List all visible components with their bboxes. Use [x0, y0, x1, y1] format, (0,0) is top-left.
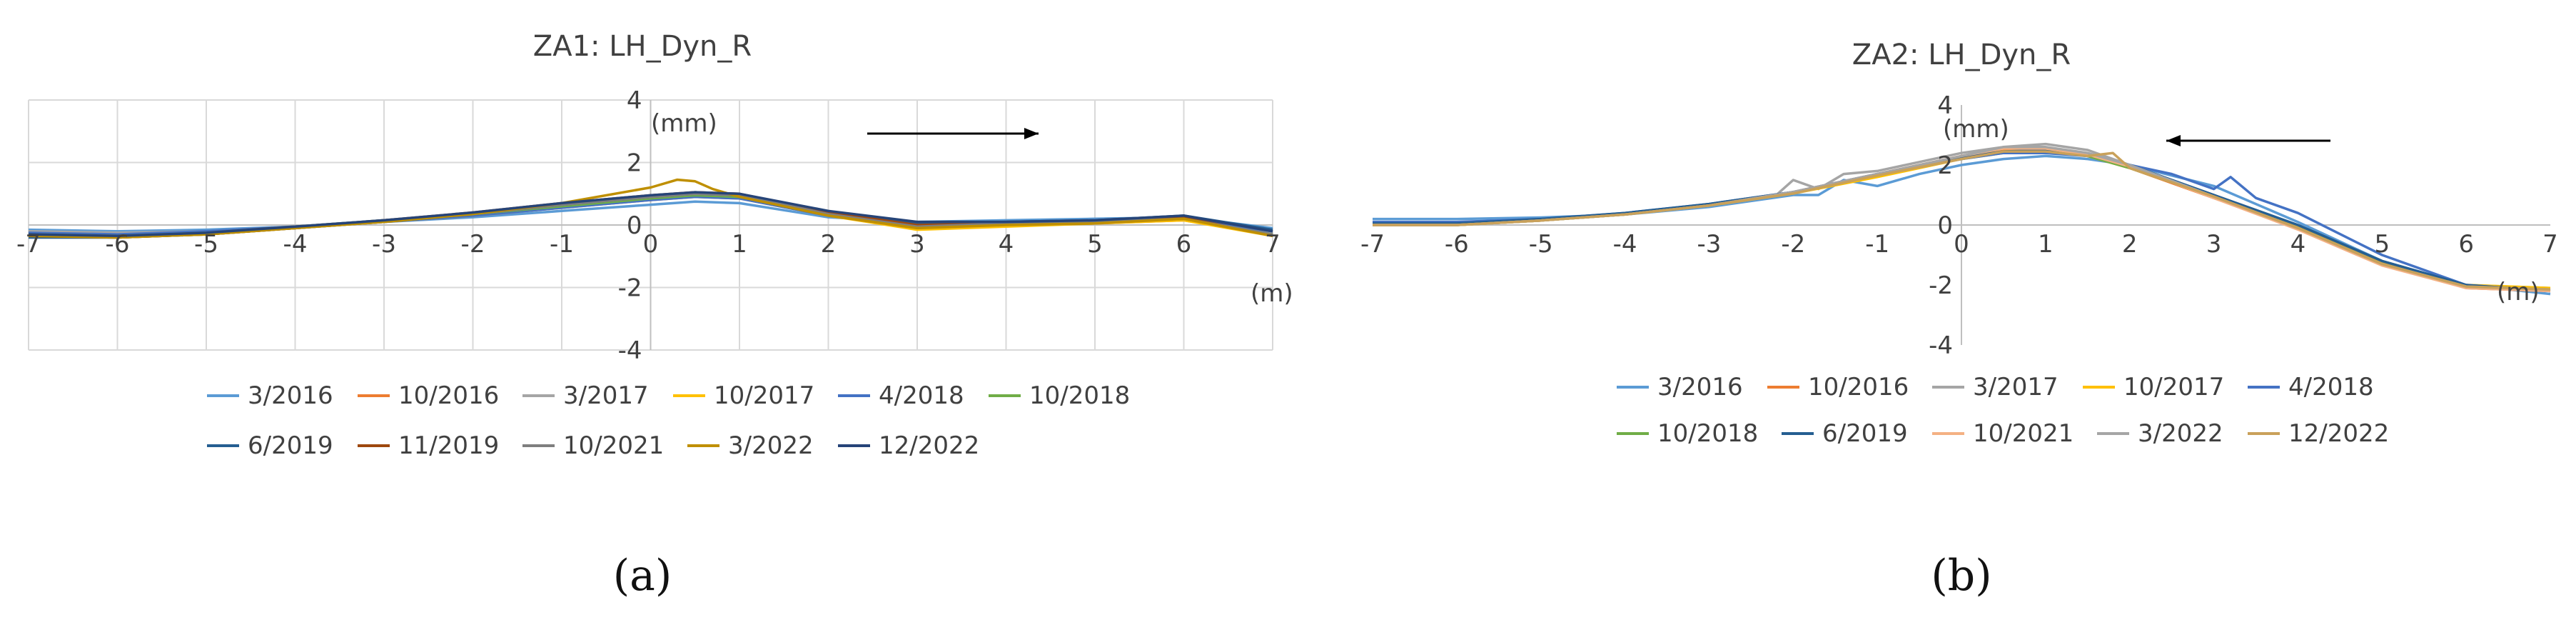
- y-tick-label: -2: [618, 274, 642, 303]
- x-tick-label: 5: [2374, 230, 2390, 259]
- x-tick-label: -2: [1781, 230, 1805, 259]
- legend-label: 3/2016: [248, 381, 333, 410]
- legend-label: 12/2022: [879, 431, 979, 460]
- x-tick-label: -6: [106, 230, 130, 259]
- y-axis-unit: (mm): [1943, 115, 2009, 144]
- legend-label: 11/2019: [398, 431, 499, 460]
- direction-arrow-head: [1024, 128, 1039, 139]
- y-tick-label: -2: [1929, 271, 1953, 300]
- series-line-12-2022: [28, 191, 1273, 238]
- x-tick-label: -3: [372, 230, 396, 259]
- x-axis-unit: (m): [1251, 279, 1293, 308]
- x-tick-label: 2: [821, 230, 837, 259]
- x-tick-label: -3: [1697, 230, 1721, 259]
- x-tick-label: -1: [550, 230, 574, 259]
- chart-panel-1: ZA1: LH_Dyn_R-7 -6 -5 -4 -3 -2 -1 0 1 2 3 4 5 6 7420-2…: [16, 30, 1293, 601]
- x-tick-label: 3: [2206, 230, 2222, 259]
- x-tick-label: 6: [2458, 230, 2474, 259]
- x-tick-label: 0: [643, 230, 659, 259]
- x-tick-label: -5: [194, 230, 218, 259]
- legend-label: 6/2019: [248, 431, 333, 460]
- x-axis-unit: (m): [2497, 278, 2540, 306]
- legend-label: 12/2022: [2288, 419, 2389, 448]
- legend-label: 3/2016: [1657, 373, 1743, 401]
- legend-label: 10/2021: [1973, 419, 2074, 448]
- series-line-3-2022: [28, 178, 1273, 239]
- y-tick-label: 2: [627, 149, 642, 178]
- legend-label: 10/2018: [1029, 381, 1130, 410]
- x-tick-label: -6: [1445, 230, 1469, 259]
- legend-label: 10/2018: [1657, 419, 1758, 448]
- legend-label: 3/2017: [1973, 373, 2059, 401]
- legend-label: 10/2016: [1808, 373, 1909, 401]
- chart-panel-2: ZA2: LH_Dyn_R-7 -6 -5 -4 -3 -2 -1 0 1 2 3 4 5 6 7420-2…: [1360, 39, 2558, 601]
- x-tick-label: -7: [1360, 230, 1385, 259]
- x-tick-label: 1: [732, 230, 747, 259]
- x-tick-label: 7: [2542, 230, 2558, 259]
- y-tick-label: 4: [1937, 91, 1953, 120]
- x-tick-label: 5: [1087, 230, 1103, 259]
- y-tick-label: -4: [618, 336, 642, 365]
- y-tick-label: 2: [1937, 151, 1953, 180]
- legend-label: 10/2017: [714, 381, 814, 410]
- direction-arrow-head: [2166, 135, 2181, 146]
- legend-label: 6/2019: [1822, 419, 1908, 448]
- x-tick-label: -5: [1529, 230, 1553, 259]
- legend-label: 10/2016: [398, 381, 499, 410]
- y-tick-label: -4: [1929, 331, 1953, 360]
- legend-label: 4/2018: [879, 381, 964, 410]
- series-line-12-2022: [1373, 150, 2551, 291]
- x-tick-label: 4: [999, 230, 1014, 259]
- y-tick-label: 0: [1937, 211, 1953, 240]
- x-tick-label: 2: [2122, 230, 2138, 259]
- legend-label: 4/2018: [2288, 373, 2374, 401]
- x-tick-label: 3: [909, 230, 925, 259]
- legend-label: 10/2017: [2123, 373, 2224, 401]
- x-tick-label: 7: [1265, 230, 1281, 259]
- x-tick-label: 4: [2290, 230, 2306, 259]
- x-tick-label: 6: [1176, 230, 1192, 259]
- legend-label: 3/2022: [728, 431, 814, 460]
- x-tick-label: -2: [461, 230, 485, 259]
- x-tick-label: -7: [16, 230, 41, 259]
- panel-caption: (b): [1931, 551, 1991, 601]
- x-tick-label: -1: [1865, 230, 1889, 259]
- x-tick-label: 0: [1954, 230, 1969, 259]
- legend-label: 10/2021: [563, 431, 664, 460]
- y-tick-label: 0: [627, 211, 642, 240]
- x-tick-label: 1: [2038, 230, 2054, 259]
- x-tick-label: -4: [283, 230, 308, 259]
- y-tick-label: 4: [627, 86, 642, 115]
- chart-title: ZA1: LH_Dyn_R: [533, 30, 752, 63]
- legend-label: 3/2022: [2138, 419, 2223, 448]
- panel-caption: (a): [613, 551, 672, 601]
- y-axis-unit: (mm): [651, 109, 717, 138]
- chart-title: ZA2: LH_Dyn_R: [1852, 39, 2071, 71]
- x-tick-label: -4: [1613, 230, 1637, 259]
- legend-label: 3/2017: [563, 381, 649, 410]
